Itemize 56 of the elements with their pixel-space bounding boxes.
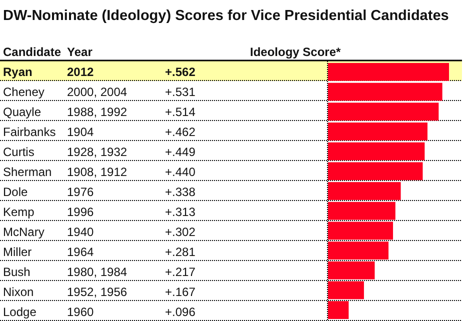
data-label: +.217	[165, 265, 196, 279]
text: 1960	[67, 305, 94, 319]
data-label: +.440	[165, 165, 196, 179]
text: 2012	[67, 65, 94, 79]
bar	[328, 162, 423, 180]
data-label: +.313	[165, 205, 196, 219]
data-label: +.338	[165, 185, 196, 199]
text: 1980, 1984	[67, 265, 128, 279]
y-tick-label: Sherman	[3, 165, 52, 179]
text: 1952, 1956	[67, 285, 128, 299]
text: 1908, 1912	[67, 165, 128, 179]
y-tick-label: Dole	[3, 185, 28, 199]
bar	[328, 202, 396, 220]
text: 1976	[67, 185, 94, 199]
y-tick-label: McNary	[3, 225, 44, 239]
bar	[328, 62, 449, 81]
bar	[328, 142, 425, 160]
data-label: +.449	[165, 145, 196, 159]
data-label: +.096	[165, 305, 196, 319]
y-tick-label: Nixon	[3, 285, 34, 299]
bar	[328, 102, 439, 121]
text: 1996	[67, 205, 94, 219]
y-tick-label: Bush	[3, 265, 30, 279]
text: 1928, 1932	[67, 145, 128, 159]
bar	[328, 222, 394, 240]
text: 1964	[67, 245, 94, 259]
text: 1940	[67, 225, 94, 239]
bar	[328, 242, 388, 260]
y-tick-label: Lodge	[3, 305, 37, 319]
bar	[328, 301, 349, 320]
data-label: +.462	[165, 125, 196, 139]
bar	[328, 261, 375, 280]
data-label: +.562	[165, 65, 196, 79]
y-tick-label: Curtis	[3, 145, 34, 159]
y-axis-title: Candidate	[3, 45, 62, 59]
y-tick-label: Fairbanks	[3, 125, 56, 139]
x-axis-title: Ideology Score*	[250, 45, 342, 59]
bar	[328, 82, 442, 101]
y-tick-label: Quayle	[3, 105, 42, 119]
y-tick-label: Kemp	[3, 205, 35, 219]
y-tick-label: Cheney	[3, 85, 44, 99]
data-label: +.281	[165, 245, 196, 259]
data-label: +.167	[165, 285, 196, 299]
text: 1904	[67, 125, 94, 139]
bar	[328, 182, 401, 200]
y-tick-label: Miller	[3, 245, 32, 259]
data-label: +.531	[165, 85, 196, 99]
bar	[328, 281, 364, 300]
chart-title: DW-Nominate (Ideology) Scores for Vice Presidential Candidates	[3, 8, 449, 24]
data-label: +.514	[165, 105, 196, 119]
text: Year	[67, 45, 93, 59]
data-label: +.302	[165, 225, 196, 239]
y-tick-label: Ryan	[3, 65, 32, 79]
bar	[328, 122, 428, 140]
text: 2000, 2004	[67, 85, 128, 99]
text: 1988, 1992	[67, 105, 128, 119]
